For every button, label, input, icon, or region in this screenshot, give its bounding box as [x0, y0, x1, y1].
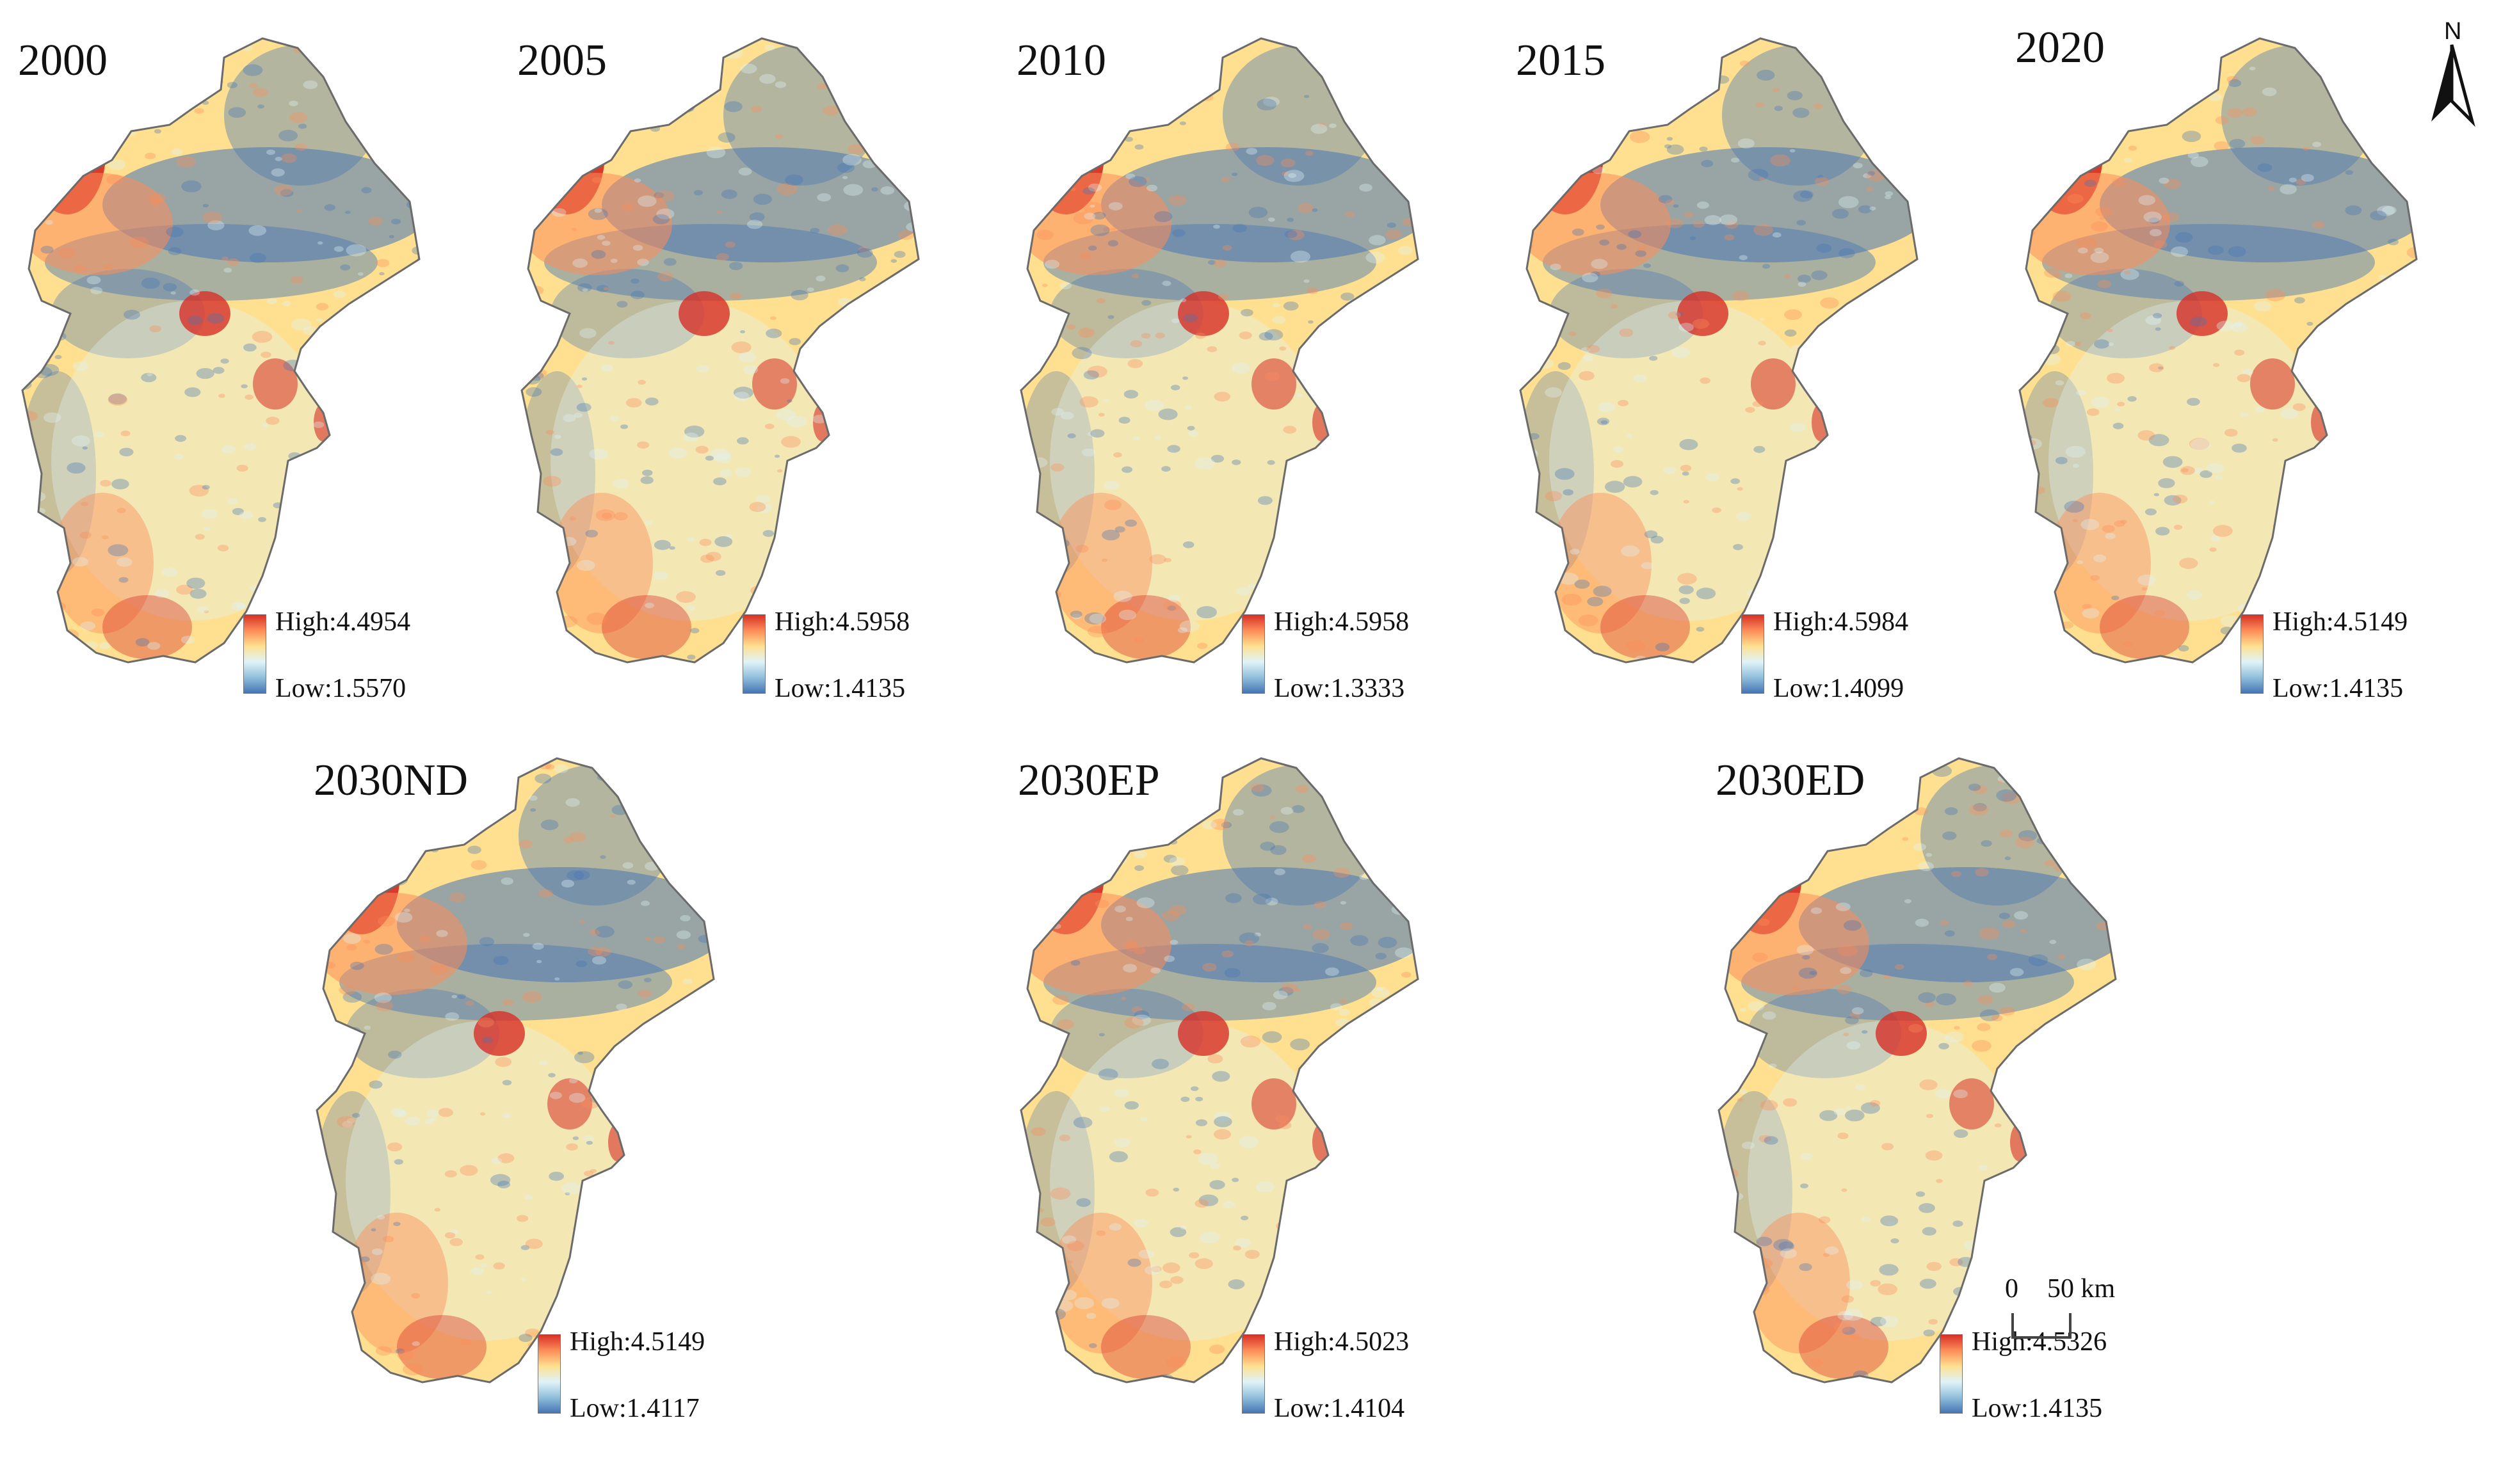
legend-color-ramp [1242, 1334, 1265, 1414]
legend-low-label: Low:1.4117 [570, 1394, 700, 1423]
map-panel: 2015 High:4.5984 Low:1.4099 [1498, 13, 1959, 704]
scale-zero-label: 0 [2005, 1274, 2018, 1304]
region-map [1519, 37, 1919, 664]
region-map [316, 757, 715, 1384]
legend-high-label: High:4.5149 [570, 1327, 705, 1357]
legend-high-label: High:4.5326 [1972, 1327, 2107, 1357]
legend-low-label: Low:1.4135 [1972, 1394, 2103, 1423]
legend-color-ramp [538, 1334, 561, 1414]
legend-color-ramp [2241, 614, 2264, 694]
map-panel: 2020 High:4.5149 Low:1.4135 [1997, 13, 2458, 704]
legend: High:4.5023 Low:1.4104 [1242, 1327, 1472, 1430]
panel-title: 2005 [517, 36, 607, 85]
legend-low-label: Low:1.4135 [2273, 674, 2404, 703]
legend-high-label: High:4.5958 [1274, 607, 1410, 637]
legend: High:4.5326 Low:1.4135 [1940, 1327, 2170, 1430]
legend-high-label: High:4.5958 [775, 607, 910, 637]
legend-low-label: Low:1.5570 [275, 674, 406, 703]
legend-high-label: High:4.5149 [2273, 607, 2408, 637]
legend: High:4.4954 Low:1.5570 [243, 607, 474, 710]
map-panel: 2030EP High:4.5023 Low:1.4104 [999, 733, 1460, 1424]
map-panel: 2000 High:4.4954 Low:1.5570 [0, 13, 461, 704]
region-map [21, 37, 421, 664]
region-map [1020, 757, 1419, 1384]
scale-fifty-label: 50 km [2047, 1274, 2116, 1304]
legend-color-ramp [1940, 1334, 1963, 1414]
panel-title: 2010 [1017, 36, 1106, 85]
map-panel: 2010 High:4.5958 Low:1.3333 [999, 13, 1460, 704]
legend-color-ramp [243, 614, 266, 694]
map-panel: 2030ND High:4.5149 Low:1.4117 [294, 733, 755, 1424]
map-panel: 2030ED High:4.5326 Low:1.4135 [1696, 733, 2157, 1424]
scale-bar: 0 50 km [1997, 1273, 2164, 1350]
scale-line [2011, 1313, 2072, 1339]
panel-title: 2015 [1516, 36, 1605, 85]
legend-high-label: High:4.4954 [275, 607, 411, 637]
legend-high-label: High:4.5984 [1773, 607, 1909, 637]
legend-low-label: Low:1.3333 [1274, 674, 1405, 703]
region-map [1020, 37, 1419, 664]
legend-low-label: Low:1.4135 [775, 674, 906, 703]
legend: High:4.5958 Low:1.4135 [743, 607, 973, 710]
panel-title: 2030ED [1716, 756, 1865, 805]
region-map [1718, 757, 2117, 1384]
panel-title: 2000 [18, 36, 108, 85]
legend: High:4.5149 Low:1.4135 [2241, 607, 2471, 710]
region-map [2018, 37, 2418, 664]
legend-color-ramp [743, 614, 766, 694]
north-label: N [2444, 18, 2462, 45]
panel-title: 2030ND [314, 756, 469, 805]
map-panel: 2005 High:4.5958 Low:1.4135 [499, 13, 960, 704]
legend-low-label: Low:1.4099 [1773, 674, 1904, 703]
legend-color-ramp [1242, 614, 1265, 694]
region-map [520, 37, 920, 664]
legend: High:4.5958 Low:1.3333 [1242, 607, 1472, 710]
legend-low-label: Low:1.4104 [1274, 1394, 1405, 1423]
legend-high-label: High:4.5023 [1274, 1327, 1410, 1357]
legend: High:4.5149 Low:1.4117 [538, 1327, 768, 1430]
legend: High:4.5984 Low:1.4099 [1741, 607, 1972, 710]
panel-title: 2030EP [1018, 756, 1160, 805]
north-arrow-icon [2431, 44, 2475, 127]
panel-title: 2020 [2015, 23, 2105, 72]
legend-color-ramp [1741, 614, 1764, 694]
